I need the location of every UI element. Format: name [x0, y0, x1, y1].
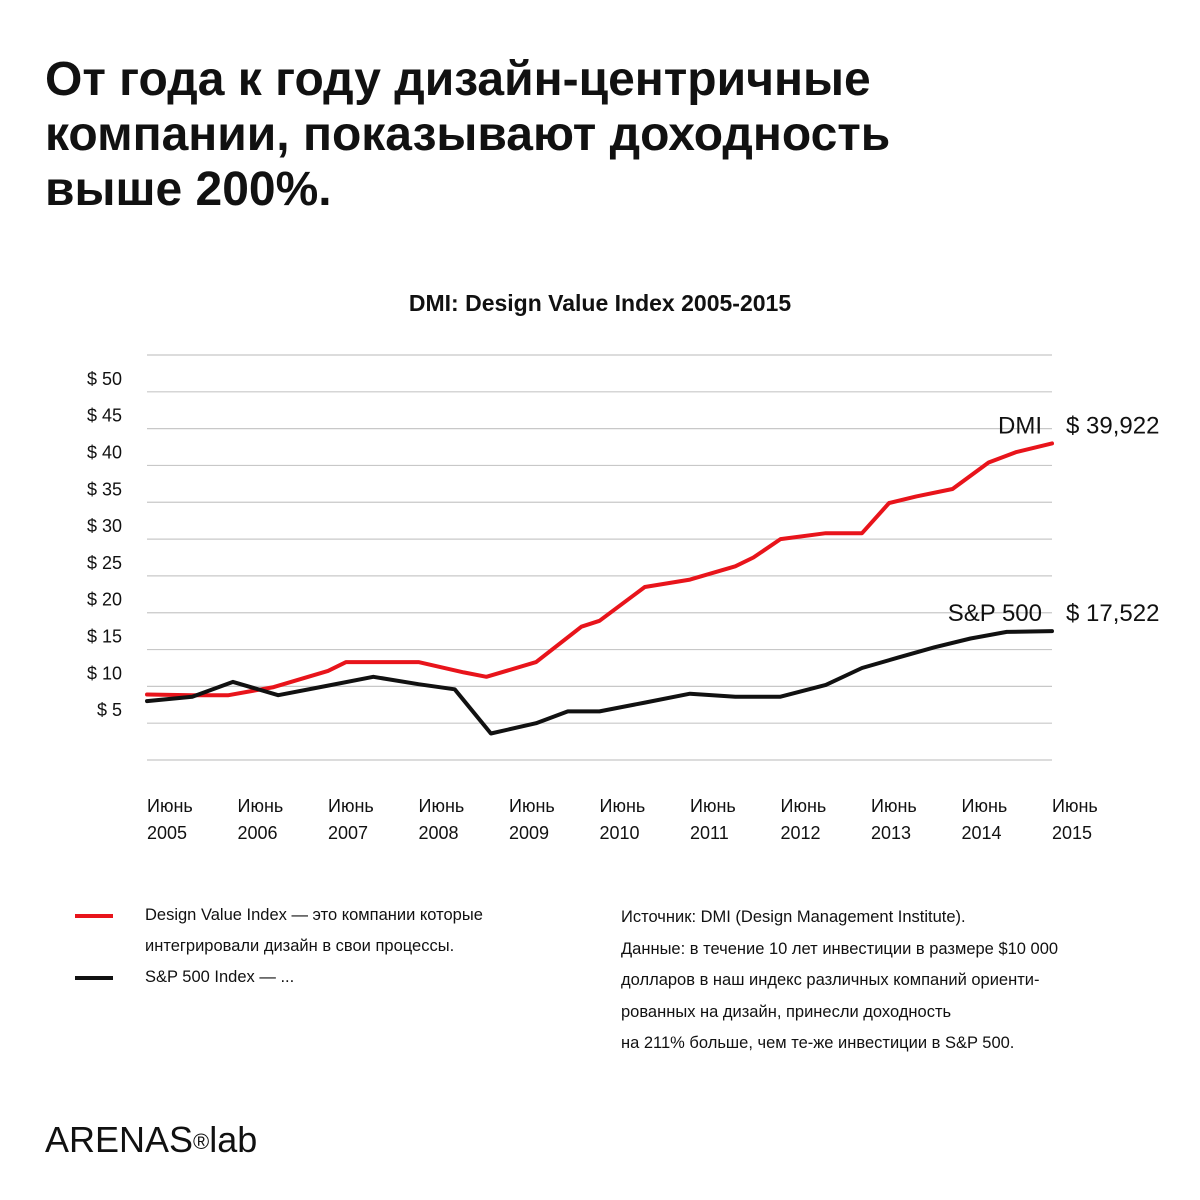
brand-suffix: lab — [209, 1119, 258, 1160]
x-tick-label-year: 2009 — [509, 823, 549, 843]
x-tick-label-month: Июнь — [690, 796, 736, 816]
brand-logo: ARENAS®lab — [45, 1118, 257, 1162]
x-tick-label-month: Июнь — [328, 796, 374, 816]
notes-line-1: Источник: DMI (Design Management Institu… — [621, 908, 966, 926]
brand-name: ARENAS — [45, 1119, 194, 1160]
y-axis-labels: $ 5 $ 10 $ 15 $ 20 $ 25 $ 30 $ 35 $ 40 $ 45 $ 50 — [87, 369, 122, 720]
y-tick-label: $ 25 — [87, 553, 122, 573]
registered-mark: ® — [193, 1129, 210, 1154]
notes-line-2: Данные: в течение 10 лет инвестиции в ра… — [621, 939, 1059, 958]
x-tick-label-month: Июнь — [871, 796, 917, 816]
source-notes: Источник: DMI (Design Management Institu… — [621, 902, 1181, 1060]
y-tick-label: $ 30 — [87, 516, 122, 536]
legend-item-dmi: Design Value Index — это компании которы… — [75, 902, 595, 933]
series-end-value-s-p-500: $ 17,522 — [1066, 600, 1159, 627]
legend-swatch-sp500 — [75, 976, 113, 980]
series-line-s-p-500 — [145, 629, 1054, 736]
line-chart: DMI: Design Value Index 2005-2015 $ 5 $ 1… — [87, 290, 1160, 843]
legend-swatch-dmi — [75, 914, 113, 918]
x-tick-label-month: Июнь — [600, 796, 646, 816]
series-line-dmi — [145, 441, 1054, 698]
legend-item-sp500: S&P 500 Index — ... — [75, 964, 595, 995]
notes-line-3: долларов в наш индекс различных компаний… — [621, 971, 1040, 989]
x-tick-label-year: 2010 — [600, 823, 640, 843]
y-tick-label: $ 35 — [87, 479, 122, 499]
y-tick-label: $ 20 — [87, 590, 122, 610]
x-tick-label-year: 2006 — [238, 823, 278, 843]
y-tick-label: $ 15 — [87, 627, 122, 647]
legend-item-dmi-cont: интегрировали дизайн в свои процессы. — [75, 933, 595, 964]
x-tick-label-month: Июнь — [509, 796, 555, 816]
headline-line-2: компании, показывают доходность — [45, 108, 891, 161]
x-tick-label-year: 2007 — [328, 823, 368, 843]
x-tick-label-month: Июнь — [1052, 796, 1098, 816]
x-tick-label-month: Июнь — [781, 796, 827, 816]
x-tick-label-year: 2011 — [690, 823, 729, 843]
notes-line-5: на 211% больше, чем те-же инвестиции в S… — [621, 1034, 1015, 1052]
chart-title: DMI: Design Value Index 2005-2015 — [409, 290, 791, 316]
x-tick-label-year: 2013 — [871, 823, 911, 843]
series-end-value-dmi: $ 39,922 — [1066, 412, 1159, 439]
x-tick-label-year: 2012 — [781, 823, 821, 843]
grid-lines — [147, 354, 1052, 761]
x-tick-label-year: 2005 — [147, 823, 187, 843]
x-tick-label-month: Июнь — [238, 796, 284, 816]
legend-label-dmi-2: интегрировали дизайн в свои процессы. — [145, 937, 455, 955]
x-tick-label-year: 2008 — [419, 823, 459, 843]
legend: Design Value Index — это компании которы… — [75, 902, 595, 995]
series-lines — [145, 441, 1054, 736]
x-axis-labels: Июнь 2005 Июнь 2006 Июнь 2007 Июнь 2008 Июнь 2009… — [147, 796, 1098, 843]
series-name-label-s-p-500: S&P 500 — [948, 600, 1042, 627]
headline-line-1: От года к году дизайн-центричные — [45, 53, 871, 106]
y-tick-label: $ 45 — [87, 406, 122, 426]
x-tick-label-month: Июнь — [962, 796, 1008, 816]
y-tick-label: $ 5 — [97, 700, 122, 720]
series-end-labels: DMI $ 39,922 S&P 500 $ 17,522 — [948, 412, 1160, 627]
y-tick-label: $ 10 — [87, 663, 122, 683]
y-tick-label: $ 40 — [87, 442, 122, 462]
legend-label-sp500: S&P 500 Index — ... — [145, 968, 295, 986]
x-tick-label-month: Июнь — [419, 796, 465, 816]
x-tick-label-month: Июнь — [147, 796, 193, 816]
y-tick-label: $ 50 — [87, 369, 122, 389]
x-tick-label-year: 2014 — [962, 823, 1002, 843]
headline-line-3: выше 200%. — [45, 163, 332, 216]
series-name-label-dmi: DMI — [998, 412, 1042, 439]
headline: От года к году дизайн-центричные компани… — [45, 52, 1145, 217]
x-tick-label-year: 2015 — [1052, 823, 1092, 843]
notes-line-4: рованных на дизайн, принесли доходность — [621, 1002, 952, 1021]
legend-label-dmi-1: Design Value Index — это компании которы… — [145, 906, 483, 924]
